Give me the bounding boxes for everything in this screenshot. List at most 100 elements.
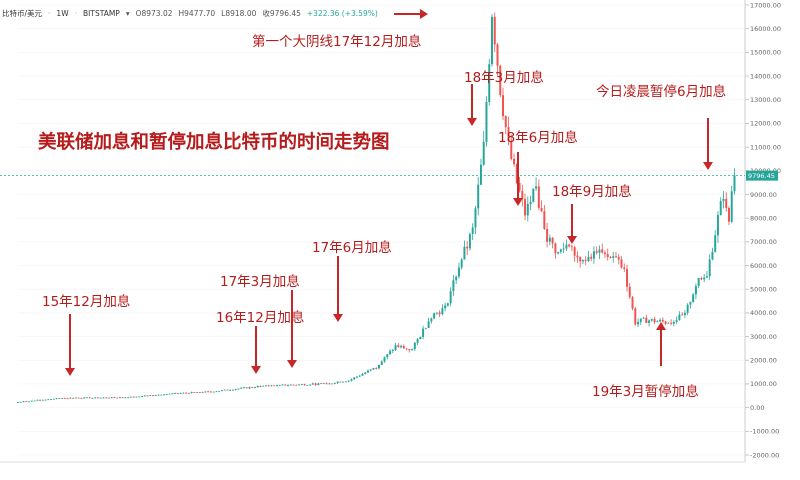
- candle-body: [612, 256, 615, 258]
- candle-body: [292, 384, 295, 386]
- annotation-16-12: 16年12月加息: [216, 310, 305, 326]
- candle-body: [284, 384, 287, 386]
- candle-body: [711, 251, 714, 260]
- candle-body: [524, 199, 527, 216]
- chart-title: 美联储加息和暂停加息比特币的时间走势图: [38, 132, 390, 153]
- candle-body: [342, 381, 345, 383]
- y-tick-label: 5000.00: [750, 286, 777, 294]
- candle-body: [240, 387, 243, 389]
- candle-body: [446, 303, 449, 306]
- candle-body: [107, 397, 110, 399]
- candle-body: [309, 384, 312, 386]
- candle-body: [182, 392, 185, 394]
- y-tick-label: 14000.00: [750, 72, 781, 80]
- candle-body: [160, 394, 163, 396]
- candle-body: [69, 397, 72, 399]
- candle-body: [554, 243, 557, 254]
- candle-body: [435, 312, 438, 314]
- current-price-marker: [746, 170, 778, 181]
- y-tick-label: 8000.00: [750, 214, 777, 222]
- exchange-label[interactable]: BITSTAMP: [83, 8, 120, 18]
- header-separator: ·: [48, 8, 51, 18]
- candle-body: [419, 336, 422, 340]
- annotation-18-06: 18年6月加息: [498, 130, 578, 146]
- candle-body: [526, 203, 529, 216]
- candle-body: [135, 396, 138, 398]
- candle-body: [281, 384, 284, 386]
- grid-lines: [18, 4, 745, 456]
- candle-body: [276, 385, 279, 387]
- candle-body: [270, 385, 273, 387]
- candle-body: [722, 198, 725, 201]
- annotation-17-03: 17年3月加息: [220, 274, 300, 290]
- symbol-label[interactable]: 比特币/美元: [2, 8, 43, 18]
- y-tick-label: 7000.00: [750, 238, 777, 246]
- candle-body: [72, 397, 75, 399]
- candle-body: [102, 397, 105, 399]
- candle-body: [532, 188, 535, 202]
- candle-body: [333, 382, 336, 384]
- y-tick-label: 3000.00: [750, 333, 777, 341]
- candle-body: [424, 327, 427, 329]
- interval-label[interactable]: 1W: [56, 8, 69, 18]
- candle-body: [355, 376, 358, 378]
- candle-body: [300, 384, 303, 386]
- candle-body: [708, 259, 711, 277]
- candle-body: [637, 321, 640, 325]
- candle-body: [510, 140, 513, 159]
- candle-body: [295, 384, 298, 386]
- candle-body: [634, 308, 637, 325]
- candle-body: [452, 280, 455, 292]
- candle-body: [39, 399, 42, 401]
- candle-body: [267, 385, 270, 387]
- candle-body: [146, 395, 149, 397]
- candle-body: [727, 207, 730, 222]
- candle-body: [386, 354, 389, 358]
- y-tick-label: 13000.00: [750, 96, 781, 104]
- candle-body: [171, 393, 174, 395]
- candle-body: [328, 383, 331, 385]
- candle-body: [664, 321, 667, 324]
- candle-body: [94, 397, 97, 399]
- candle-body: [402, 345, 405, 349]
- candle-body: [30, 400, 33, 402]
- candle-body: [463, 246, 466, 260]
- candle-body: [25, 401, 28, 403]
- candle-body: [207, 391, 210, 393]
- annotation-arrows: [65, 9, 713, 376]
- candle-body: [565, 244, 568, 249]
- candle-body: [372, 367, 375, 370]
- candle-body: [259, 386, 262, 387]
- open-value: O8973.02: [135, 8, 173, 18]
- candle-body: [132, 396, 135, 398]
- chevron-down-icon[interactable]: ▾: [125, 8, 130, 18]
- arrow-down-icon: [65, 368, 75, 376]
- candle-body: [19, 401, 22, 403]
- candle-body: [639, 318, 642, 322]
- candle-body: [670, 322, 673, 324]
- candle-body: [493, 16, 496, 45]
- candle-body: [675, 320, 678, 322]
- candle-body: [631, 297, 634, 309]
- candle-body: [361, 373, 364, 376]
- candle-body: [515, 163, 518, 183]
- candle-body: [52, 398, 55, 400]
- candle-body: [303, 384, 306, 386]
- candle-body: [499, 65, 502, 96]
- candle-body: [36, 399, 39, 401]
- candle-body: [129, 396, 132, 398]
- candle-body: [725, 198, 728, 208]
- candle-body: [248, 387, 251, 389]
- candle-body: [116, 397, 119, 399]
- candle-body: [80, 398, 83, 399]
- candle-body: [212, 391, 215, 393]
- candle-body: [251, 387, 254, 388]
- candle-body: [320, 383, 323, 385]
- annotation-18-03: 18年3月加息: [464, 70, 544, 86]
- arrow-up-icon: [656, 322, 666, 330]
- candle-body: [584, 259, 587, 261]
- candle-body: [433, 313, 436, 319]
- candle-body: [540, 207, 543, 212]
- candle-body: [653, 319, 656, 323]
